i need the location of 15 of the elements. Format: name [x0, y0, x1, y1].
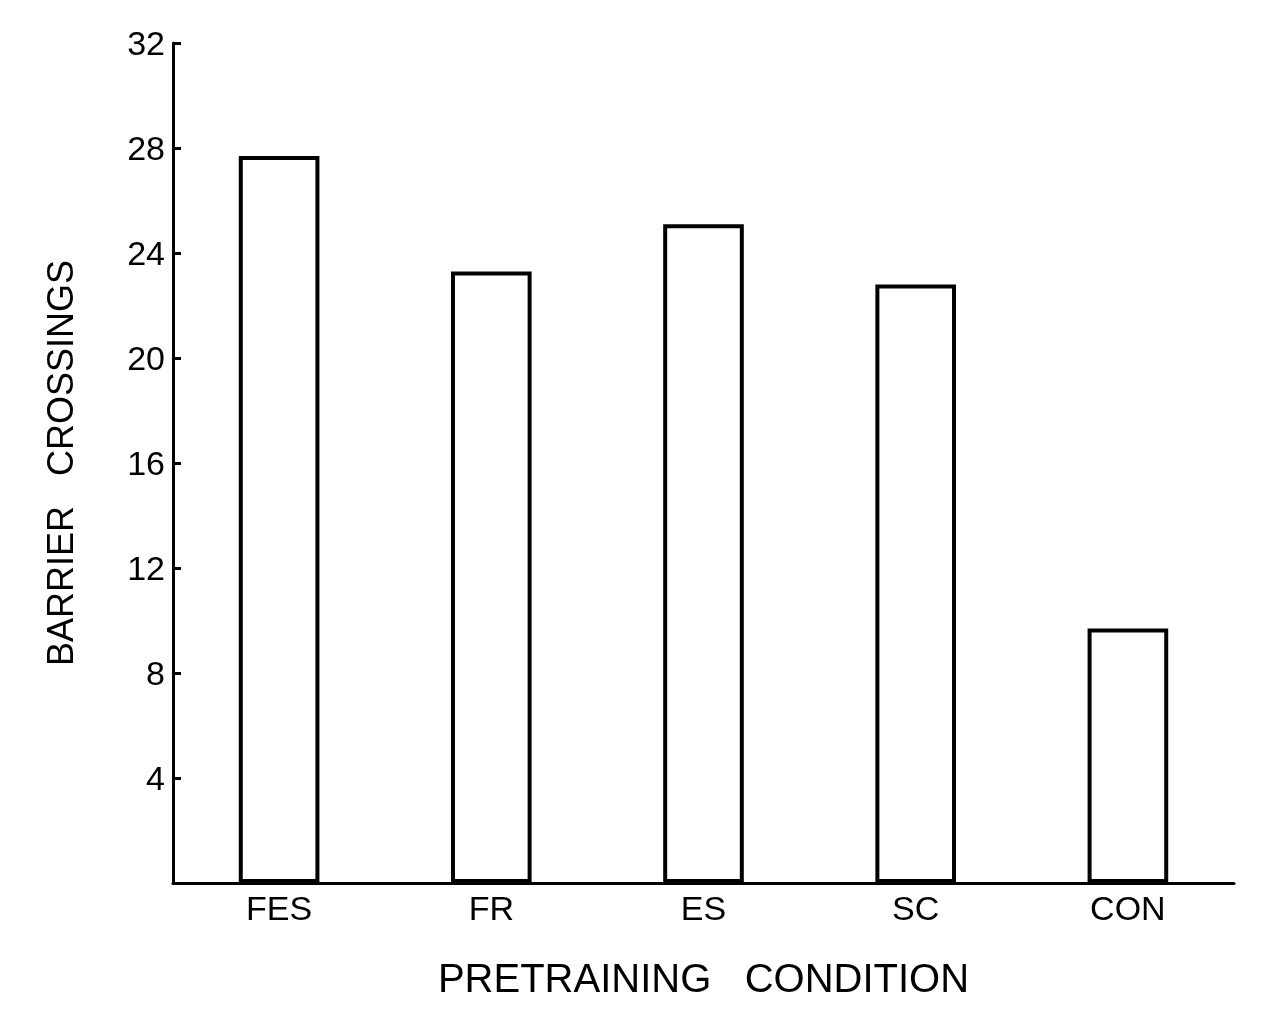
x-tick-label: FR: [468, 889, 514, 927]
y-tick-label: 12: [127, 549, 165, 587]
x-tick-label: ES: [680, 889, 727, 927]
y-tick-label: 4: [146, 759, 165, 797]
y-tick-label: 32: [127, 24, 165, 62]
y-tick-label: 16: [127, 444, 165, 482]
y-tick-label: 8: [146, 654, 165, 692]
y-tick-label: 20: [127, 339, 165, 377]
x-tick-label: SC: [892, 889, 940, 927]
y-tick-label: 28: [127, 129, 165, 167]
x-tick-label: CON: [1090, 889, 1166, 927]
y-axis-title: BARRIER CROSSINGS: [39, 259, 81, 667]
x-axis-title: PRETRAINING CONDITION: [437, 956, 970, 1000]
x-tick-label: FES: [246, 889, 313, 927]
y-tick-label: 24: [127, 234, 165, 272]
